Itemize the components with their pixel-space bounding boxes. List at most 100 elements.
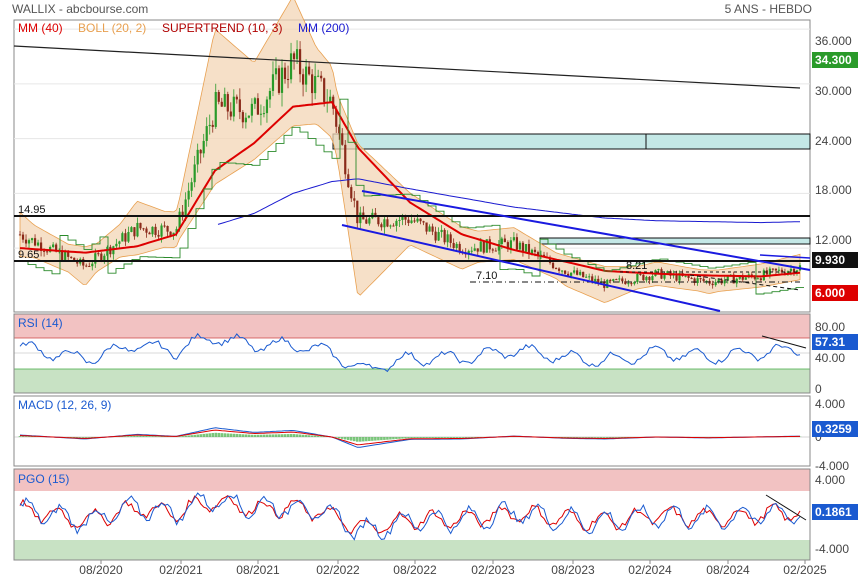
candle-body: [250, 103, 253, 116]
candle-body: [335, 108, 338, 127]
y-tick-30: 30.000: [815, 84, 852, 98]
badge-price: 9.930: [815, 253, 845, 267]
macd-histogram-bar: [410, 437, 413, 439]
macd-histogram-bar: [235, 433, 239, 437]
candle-body: [205, 126, 208, 141]
candle-body: [567, 273, 570, 276]
macd-histogram-bar: [301, 434, 305, 437]
macd-histogram-bar: [277, 434, 281, 437]
macd-histogram-bar: [253, 434, 257, 437]
macd-histogram-bar: [232, 433, 236, 437]
candle-body: [753, 276, 756, 279]
candle-body: [190, 182, 193, 191]
pgo-tick-neg4: -4.000: [815, 542, 849, 556]
macd-histogram-bar: [584, 437, 588, 438]
candle-body: [467, 250, 470, 255]
candle-body: [21, 234, 25, 240]
legend-boll: BOLL (20, 2): [78, 21, 146, 35]
badge-top-bg: [812, 52, 858, 68]
legend-ma40: MM (40): [18, 21, 63, 35]
macd-histogram-bar: [238, 434, 242, 437]
candle-body: [777, 269, 781, 271]
level-label-small: 8.21: [626, 260, 647, 272]
candle-body: [651, 276, 654, 281]
candle-body: [39, 242, 43, 251]
x-axis-label: 08/2022: [393, 563, 437, 577]
candle-body: [356, 200, 359, 224]
candle-body: [301, 74, 305, 85]
macd-histogram-bar: [121, 436, 124, 437]
macd-histogram-bar: [627, 437, 630, 438]
candle-body: [597, 278, 600, 284]
candle-body: [163, 225, 166, 227]
x-axis-label: 08/2024: [706, 563, 750, 577]
pgo-line: [19, 492, 801, 541]
macd-histogram-bar: [163, 436, 166, 437]
candle-body: [350, 187, 353, 199]
candle-body: [64, 251, 67, 261]
candle-body: [130, 227, 133, 233]
candle-body: [271, 74, 275, 91]
candle-body: [735, 278, 738, 284]
candle-body: [554, 268, 558, 270]
candle-body: [591, 276, 594, 282]
macd-histogram-bar: [313, 435, 317, 437]
candle-body: [202, 140, 205, 154]
candle-body: [187, 190, 190, 200]
candle-body: [214, 92, 217, 127]
x-axis-label: 02/2022: [316, 563, 360, 577]
candle-body: [121, 233, 124, 242]
macd-histogram-bar: [572, 437, 576, 438]
macd-histogram-bar: [395, 437, 398, 440]
candle-body: [268, 90, 272, 100]
macd-histogram-bar: [575, 437, 579, 438]
x-axis-label: 02/2024: [628, 563, 672, 577]
macd-histogram-bar: [69, 437, 73, 438]
candle-body: [609, 279, 612, 281]
candle-body: [314, 76, 317, 94]
candle-body: [283, 67, 287, 80]
candle-body: [488, 239, 491, 250]
candle-body: [696, 278, 699, 283]
candle-body: [627, 283, 630, 285]
candle-body: [741, 275, 744, 280]
macd-histogram-bar: [398, 437, 401, 439]
macd-badge: 0.3259: [815, 422, 852, 436]
macd-histogram-bar: [422, 437, 425, 439]
candle-body: [576, 270, 579, 275]
candle-body: [61, 250, 64, 261]
macd-histogram-bar: [401, 437, 404, 439]
candle-body: [455, 243, 458, 248]
candle-body: [247, 115, 250, 118]
macd-histogram-bar: [343, 437, 347, 440]
candle-body: [425, 222, 428, 232]
candle-body: [551, 262, 555, 269]
candle-body: [690, 277, 693, 279]
candle-body: [67, 251, 70, 257]
candle-body: [479, 241, 482, 252]
legend-supertrend: SUPERTREND (10, 3): [162, 21, 282, 35]
candle-body: [133, 227, 136, 237]
macd-histogram-bar: [211, 432, 215, 437]
macd-histogram-bar: [292, 434, 296, 437]
candle-body: [103, 255, 106, 261]
candle-body: [280, 67, 284, 93]
candle-body: [124, 233, 127, 242]
candle-body: [557, 268, 561, 271]
candle-body: [759, 278, 762, 281]
macd-histogram-bar: [322, 436, 326, 437]
macd-histogram-bar: [202, 433, 206, 437]
macd-histogram-bar: [229, 433, 233, 437]
candle-body: [612, 279, 615, 281]
dashed-support-line: [689, 274, 801, 291]
macd-histogram-bar: [569, 437, 573, 438]
candle-body: [621, 278, 624, 282]
macd-histogram-bar: [181, 436, 184, 437]
candle-body: [30, 238, 34, 241]
macd-histogram-bar: [283, 434, 287, 437]
macd-histogram-bar: [602, 437, 606, 438]
candle-body: [645, 276, 648, 281]
candle-body: [780, 269, 784, 273]
candle-body: [85, 265, 88, 267]
candle-body: [533, 249, 537, 253]
